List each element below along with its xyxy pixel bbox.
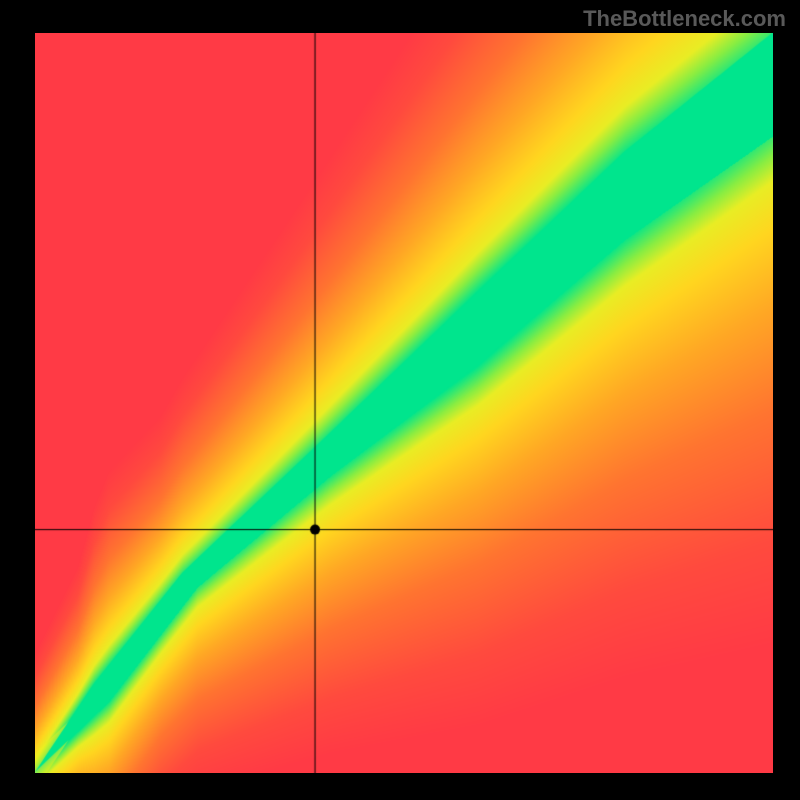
chart-frame: TheBottleneck.com — [0, 0, 800, 800]
heatmap-canvas — [35, 33, 773, 773]
watermark-text: TheBottleneck.com — [583, 6, 786, 32]
